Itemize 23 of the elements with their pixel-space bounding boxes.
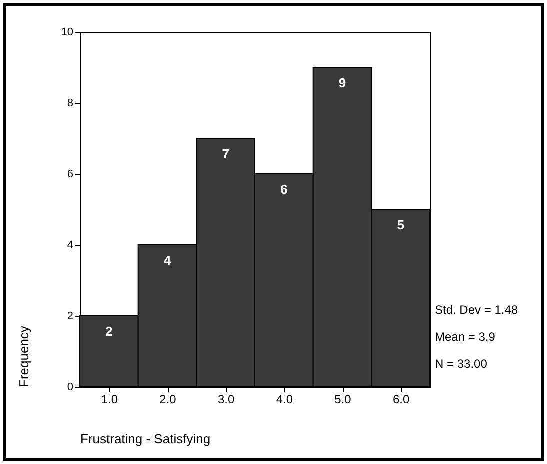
data-label: 2 (106, 324, 113, 339)
y-tick-label: 10 (61, 26, 74, 38)
data-label: 5 (397, 218, 404, 232)
x-tick-label: 6.0 (392, 392, 410, 406)
text: Mean = 3.9 (435, 330, 496, 344)
y-tick-label: 0 (67, 382, 74, 394)
text: Std. Dev = 1.48 (435, 303, 518, 317)
x-tick-label: 5.0 (334, 392, 352, 406)
y-axis-title: Frequency (16, 326, 32, 388)
y-tick-label: 2 (67, 310, 74, 322)
data-label: 7 (222, 146, 230, 162)
x-tick-label: 1.0 (101, 392, 118, 406)
x-axis-title: Frustrating - Satisfying (80, 432, 211, 446)
x-tick-label: 2.0 (160, 392, 177, 406)
y-tick-label: 6 (67, 168, 74, 180)
y-tick-label: 4 (67, 240, 74, 252)
x-tick-label: 3.0 (218, 392, 235, 406)
data-label: 6 (280, 182, 288, 197)
data-label: 9 (338, 76, 346, 90)
y-tick-label: 8 (67, 98, 74, 110)
data-label: 4 (164, 253, 172, 268)
x-tick-label: 4.0 (276, 392, 294, 406)
text: N = 33.00 (435, 357, 488, 371)
